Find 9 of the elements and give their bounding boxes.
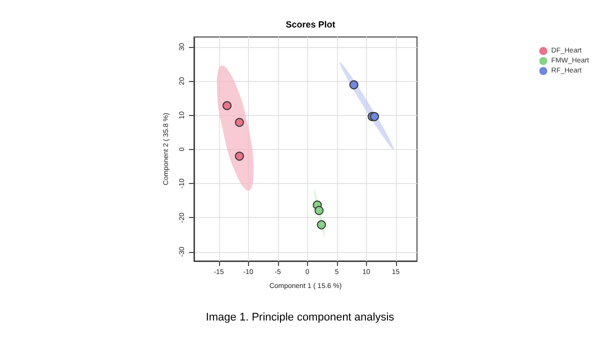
point: [316, 220, 326, 230]
point: [349, 80, 358, 90]
point: [234, 118, 244, 127]
point: [370, 112, 380, 122]
text: Image 1. Principle component analysis: [206, 312, 395, 324]
point: [314, 206, 324, 215]
point: [222, 101, 232, 110]
point: [234, 152, 244, 161]
chart-title: Scores Plot: [286, 20, 336, 30]
